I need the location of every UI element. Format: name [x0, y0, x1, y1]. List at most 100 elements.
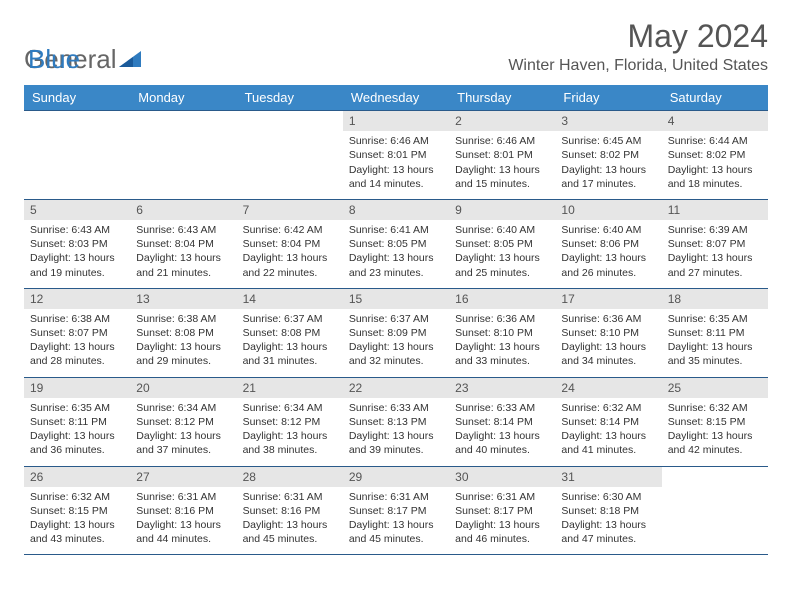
day-number: 31: [555, 467, 661, 487]
day-cell: 23Sunrise: 6:33 AMSunset: 8:14 PMDayligh…: [449, 378, 555, 466]
day-cell: 31Sunrise: 6:30 AMSunset: 8:18 PMDayligh…: [555, 467, 661, 555]
day-number: 12: [24, 289, 130, 309]
day-cell: 9Sunrise: 6:40 AMSunset: 8:05 PMDaylight…: [449, 200, 555, 288]
sunset-line: Sunset: 8:16 PM: [136, 504, 230, 518]
day-header-cell: Wednesday: [343, 85, 449, 110]
daylight-line: Daylight: 13 hours and 43 minutes.: [30, 518, 124, 546]
sunrise-line: Sunrise: 6:41 AM: [349, 223, 443, 237]
day-header-cell: Friday: [555, 85, 661, 110]
day-number: 13: [130, 289, 236, 309]
daylight-line: Daylight: 13 hours and 45 minutes.: [349, 518, 443, 546]
day-number: 17: [555, 289, 661, 309]
sunrise-line: Sunrise: 6:33 AM: [349, 401, 443, 415]
daylight-line: Daylight: 13 hours and 37 minutes.: [136, 429, 230, 457]
sunset-line: Sunset: 8:06 PM: [561, 237, 655, 251]
sunset-line: Sunset: 8:10 PM: [561, 326, 655, 340]
day-number: 25: [662, 378, 768, 398]
sunrise-line: Sunrise: 6:32 AM: [561, 401, 655, 415]
sunset-line: Sunset: 8:02 PM: [561, 148, 655, 162]
day-cell: 28Sunrise: 6:31 AMSunset: 8:16 PMDayligh…: [237, 467, 343, 555]
sunset-line: Sunset: 8:16 PM: [243, 504, 337, 518]
week-row: 12Sunrise: 6:38 AMSunset: 8:07 PMDayligh…: [24, 289, 768, 378]
daylight-line: Daylight: 13 hours and 40 minutes.: [455, 429, 549, 457]
sunrise-line: Sunrise: 6:46 AM: [349, 134, 443, 148]
day-cell: 2Sunrise: 6:46 AMSunset: 8:01 PMDaylight…: [449, 111, 555, 199]
empty-cell: [237, 111, 343, 199]
day-cell: 10Sunrise: 6:40 AMSunset: 8:06 PMDayligh…: [555, 200, 661, 288]
daylight-line: Daylight: 13 hours and 18 minutes.: [668, 163, 762, 191]
month-title: May 2024: [508, 18, 768, 55]
day-number: 26: [24, 467, 130, 487]
day-cell: 19Sunrise: 6:35 AMSunset: 8:11 PMDayligh…: [24, 378, 130, 466]
daylight-line: Daylight: 13 hours and 19 minutes.: [30, 251, 124, 279]
empty-cell: [662, 467, 768, 555]
day-cell: 21Sunrise: 6:34 AMSunset: 8:12 PMDayligh…: [237, 378, 343, 466]
sunrise-line: Sunrise: 6:43 AM: [30, 223, 124, 237]
day-cell: 26Sunrise: 6:32 AMSunset: 8:15 PMDayligh…: [24, 467, 130, 555]
day-number: 15: [343, 289, 449, 309]
sunrise-line: Sunrise: 6:31 AM: [243, 490, 337, 504]
daylight-line: Daylight: 13 hours and 26 minutes.: [561, 251, 655, 279]
sunset-line: Sunset: 8:14 PM: [561, 415, 655, 429]
sunrise-line: Sunrise: 6:36 AM: [455, 312, 549, 326]
sunset-line: Sunset: 8:01 PM: [455, 148, 549, 162]
day-number: 9: [449, 200, 555, 220]
day-cell: 12Sunrise: 6:38 AMSunset: 8:07 PMDayligh…: [24, 289, 130, 377]
day-cell: 17Sunrise: 6:36 AMSunset: 8:10 PMDayligh…: [555, 289, 661, 377]
sunrise-line: Sunrise: 6:34 AM: [243, 401, 337, 415]
sunset-line: Sunset: 8:05 PM: [455, 237, 549, 251]
sunrise-line: Sunrise: 6:39 AM: [668, 223, 762, 237]
day-cell: 15Sunrise: 6:37 AMSunset: 8:09 PMDayligh…: [343, 289, 449, 377]
sunrise-line: Sunrise: 6:36 AM: [561, 312, 655, 326]
day-number: 16: [449, 289, 555, 309]
day-cell: 3Sunrise: 6:45 AMSunset: 8:02 PMDaylight…: [555, 111, 661, 199]
calendar: SundayMondayTuesdayWednesdayThursdayFrid…: [24, 85, 768, 555]
sunrise-line: Sunrise: 6:33 AM: [455, 401, 549, 415]
day-number: 19: [24, 378, 130, 398]
day-cell: 11 Sunrise: 6:39 AMSunset: 8:07 PMDayligh…: [662, 200, 768, 288]
sunset-line: Sunset: 8:07 PM: [668, 237, 762, 251]
sunset-line: Sunset: 8:03 PM: [30, 237, 124, 251]
sunrise-line: Sunrise: 6:34 AM: [136, 401, 230, 415]
daylight-line: Daylight: 13 hours and 38 minutes.: [243, 429, 337, 457]
daylight-line: Daylight: 13 hours and 31 minutes.: [243, 340, 337, 368]
sunrise-line: Sunrise: 6:30 AM: [561, 490, 655, 504]
day-cell: 22Sunrise: 6:33 AMSunset: 8:13 PMDayligh…: [343, 378, 449, 466]
day-number: 27: [130, 467, 236, 487]
sunrise-line: Sunrise: 6:38 AM: [30, 312, 124, 326]
daylight-line: Daylight: 13 hours and 14 minutes.: [349, 163, 443, 191]
day-number: 18: [662, 289, 768, 309]
sunset-line: Sunset: 8:13 PM: [349, 415, 443, 429]
day-number: 11: [662, 200, 768, 220]
sunset-line: Sunset: 8:02 PM: [668, 148, 762, 162]
daylight-line: Daylight: 13 hours and 39 minutes.: [349, 429, 443, 457]
sunset-line: Sunset: 8:15 PM: [668, 415, 762, 429]
daylight-line: Daylight: 13 hours and 27 minutes.: [668, 251, 762, 279]
daylight-line: Daylight: 13 hours and 21 minutes.: [136, 251, 230, 279]
day-cell: 5Sunrise: 6:43 AMSunset: 8:03 PMDaylight…: [24, 200, 130, 288]
daylight-line: Daylight: 13 hours and 28 minutes.: [30, 340, 124, 368]
day-number: 21: [237, 378, 343, 398]
sunrise-line: Sunrise: 6:40 AM: [455, 223, 549, 237]
sunset-line: Sunset: 8:17 PM: [349, 504, 443, 518]
day-cell: 20Sunrise: 6:34 AMSunset: 8:12 PMDayligh…: [130, 378, 236, 466]
day-number: 24: [555, 378, 661, 398]
daylight-line: Daylight: 13 hours and 47 minutes.: [561, 518, 655, 546]
sunset-line: Sunset: 8:17 PM: [455, 504, 549, 518]
day-cell: 27Sunrise: 6:31 AMSunset: 8:16 PMDayligh…: [130, 467, 236, 555]
logo-triangle-icon: [119, 51, 141, 69]
sunrise-line: Sunrise: 6:38 AM: [136, 312, 230, 326]
daylight-line: Daylight: 13 hours and 41 minutes.: [561, 429, 655, 457]
empty-cell: [24, 111, 130, 199]
week-row: 1Sunrise: 6:46 AMSunset: 8:01 PMDaylight…: [24, 110, 768, 200]
sunrise-line: Sunrise: 6:35 AM: [30, 401, 124, 415]
sunrise-line: Sunrise: 6:32 AM: [668, 401, 762, 415]
day-number: 30: [449, 467, 555, 487]
day-cell: 29Sunrise: 6:31 AMSunset: 8:17 PMDayligh…: [343, 467, 449, 555]
sunrise-line: Sunrise: 6:46 AM: [455, 134, 549, 148]
daylight-line: Daylight: 13 hours and 44 minutes.: [136, 518, 230, 546]
daylight-line: Daylight: 13 hours and 42 minutes.: [668, 429, 762, 457]
day-cell: 8Sunrise: 6:41 AMSunset: 8:05 PMDaylight…: [343, 200, 449, 288]
day-cell: 25 Sunrise: 6:32 AMSunset: 8:15 PMDayligh…: [662, 378, 768, 466]
daylight-line: Daylight: 13 hours and 46 minutes.: [455, 518, 549, 546]
